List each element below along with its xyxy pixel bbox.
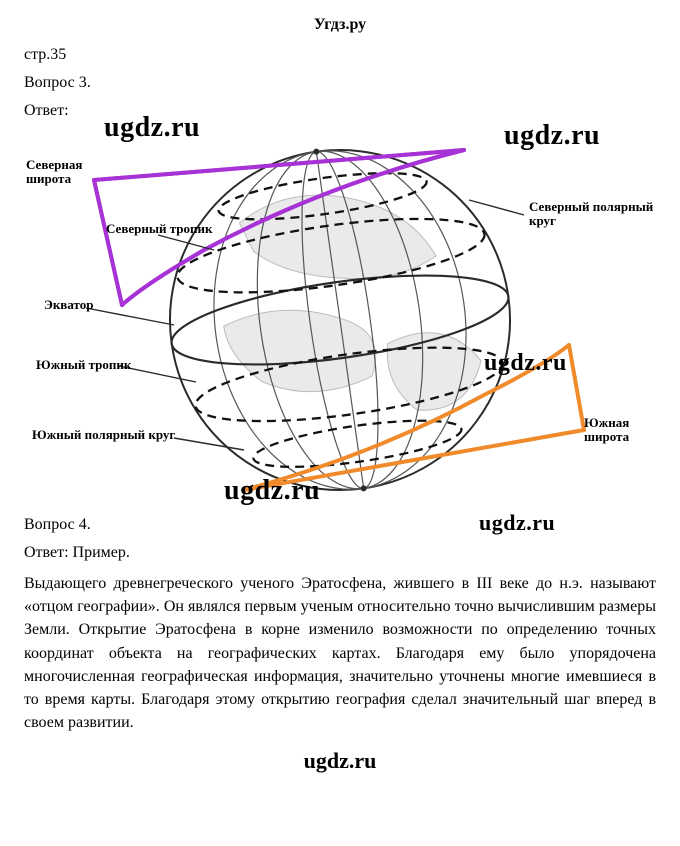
label-south-tropic: Южный тропик bbox=[36, 358, 131, 372]
page-reference: стр.35 bbox=[24, 46, 656, 64]
label-south-latitude: Южнаяширота bbox=[584, 416, 629, 445]
question-3-title: Вопрос 3. bbox=[24, 74, 656, 92]
label-south-polar: Южный полярный круг bbox=[32, 428, 175, 442]
label-north-tropic: Северный тропик bbox=[106, 222, 212, 236]
question-3-answer-label: Ответ: bbox=[24, 102, 656, 120]
question-4-paragraph: Выдающего древнегреческого ученого Эрато… bbox=[24, 572, 656, 734]
question-4-title: Вопрос 4. bbox=[24, 516, 656, 534]
globe-svg bbox=[24, 130, 656, 500]
label-equator: Экватор bbox=[44, 298, 93, 312]
label-north-latitude: Севернаяширота bbox=[26, 158, 82, 187]
globe-diagram: Севернаяширота Северный тропик Северный … bbox=[24, 130, 656, 500]
footer-watermark: ugdz.ru bbox=[24, 748, 656, 774]
site-header: Угдз.ру bbox=[24, 16, 656, 34]
question-4-answer-label: Ответ: Пример. bbox=[24, 544, 656, 562]
label-north-polar: Северный полярныйкруг bbox=[529, 200, 653, 229]
